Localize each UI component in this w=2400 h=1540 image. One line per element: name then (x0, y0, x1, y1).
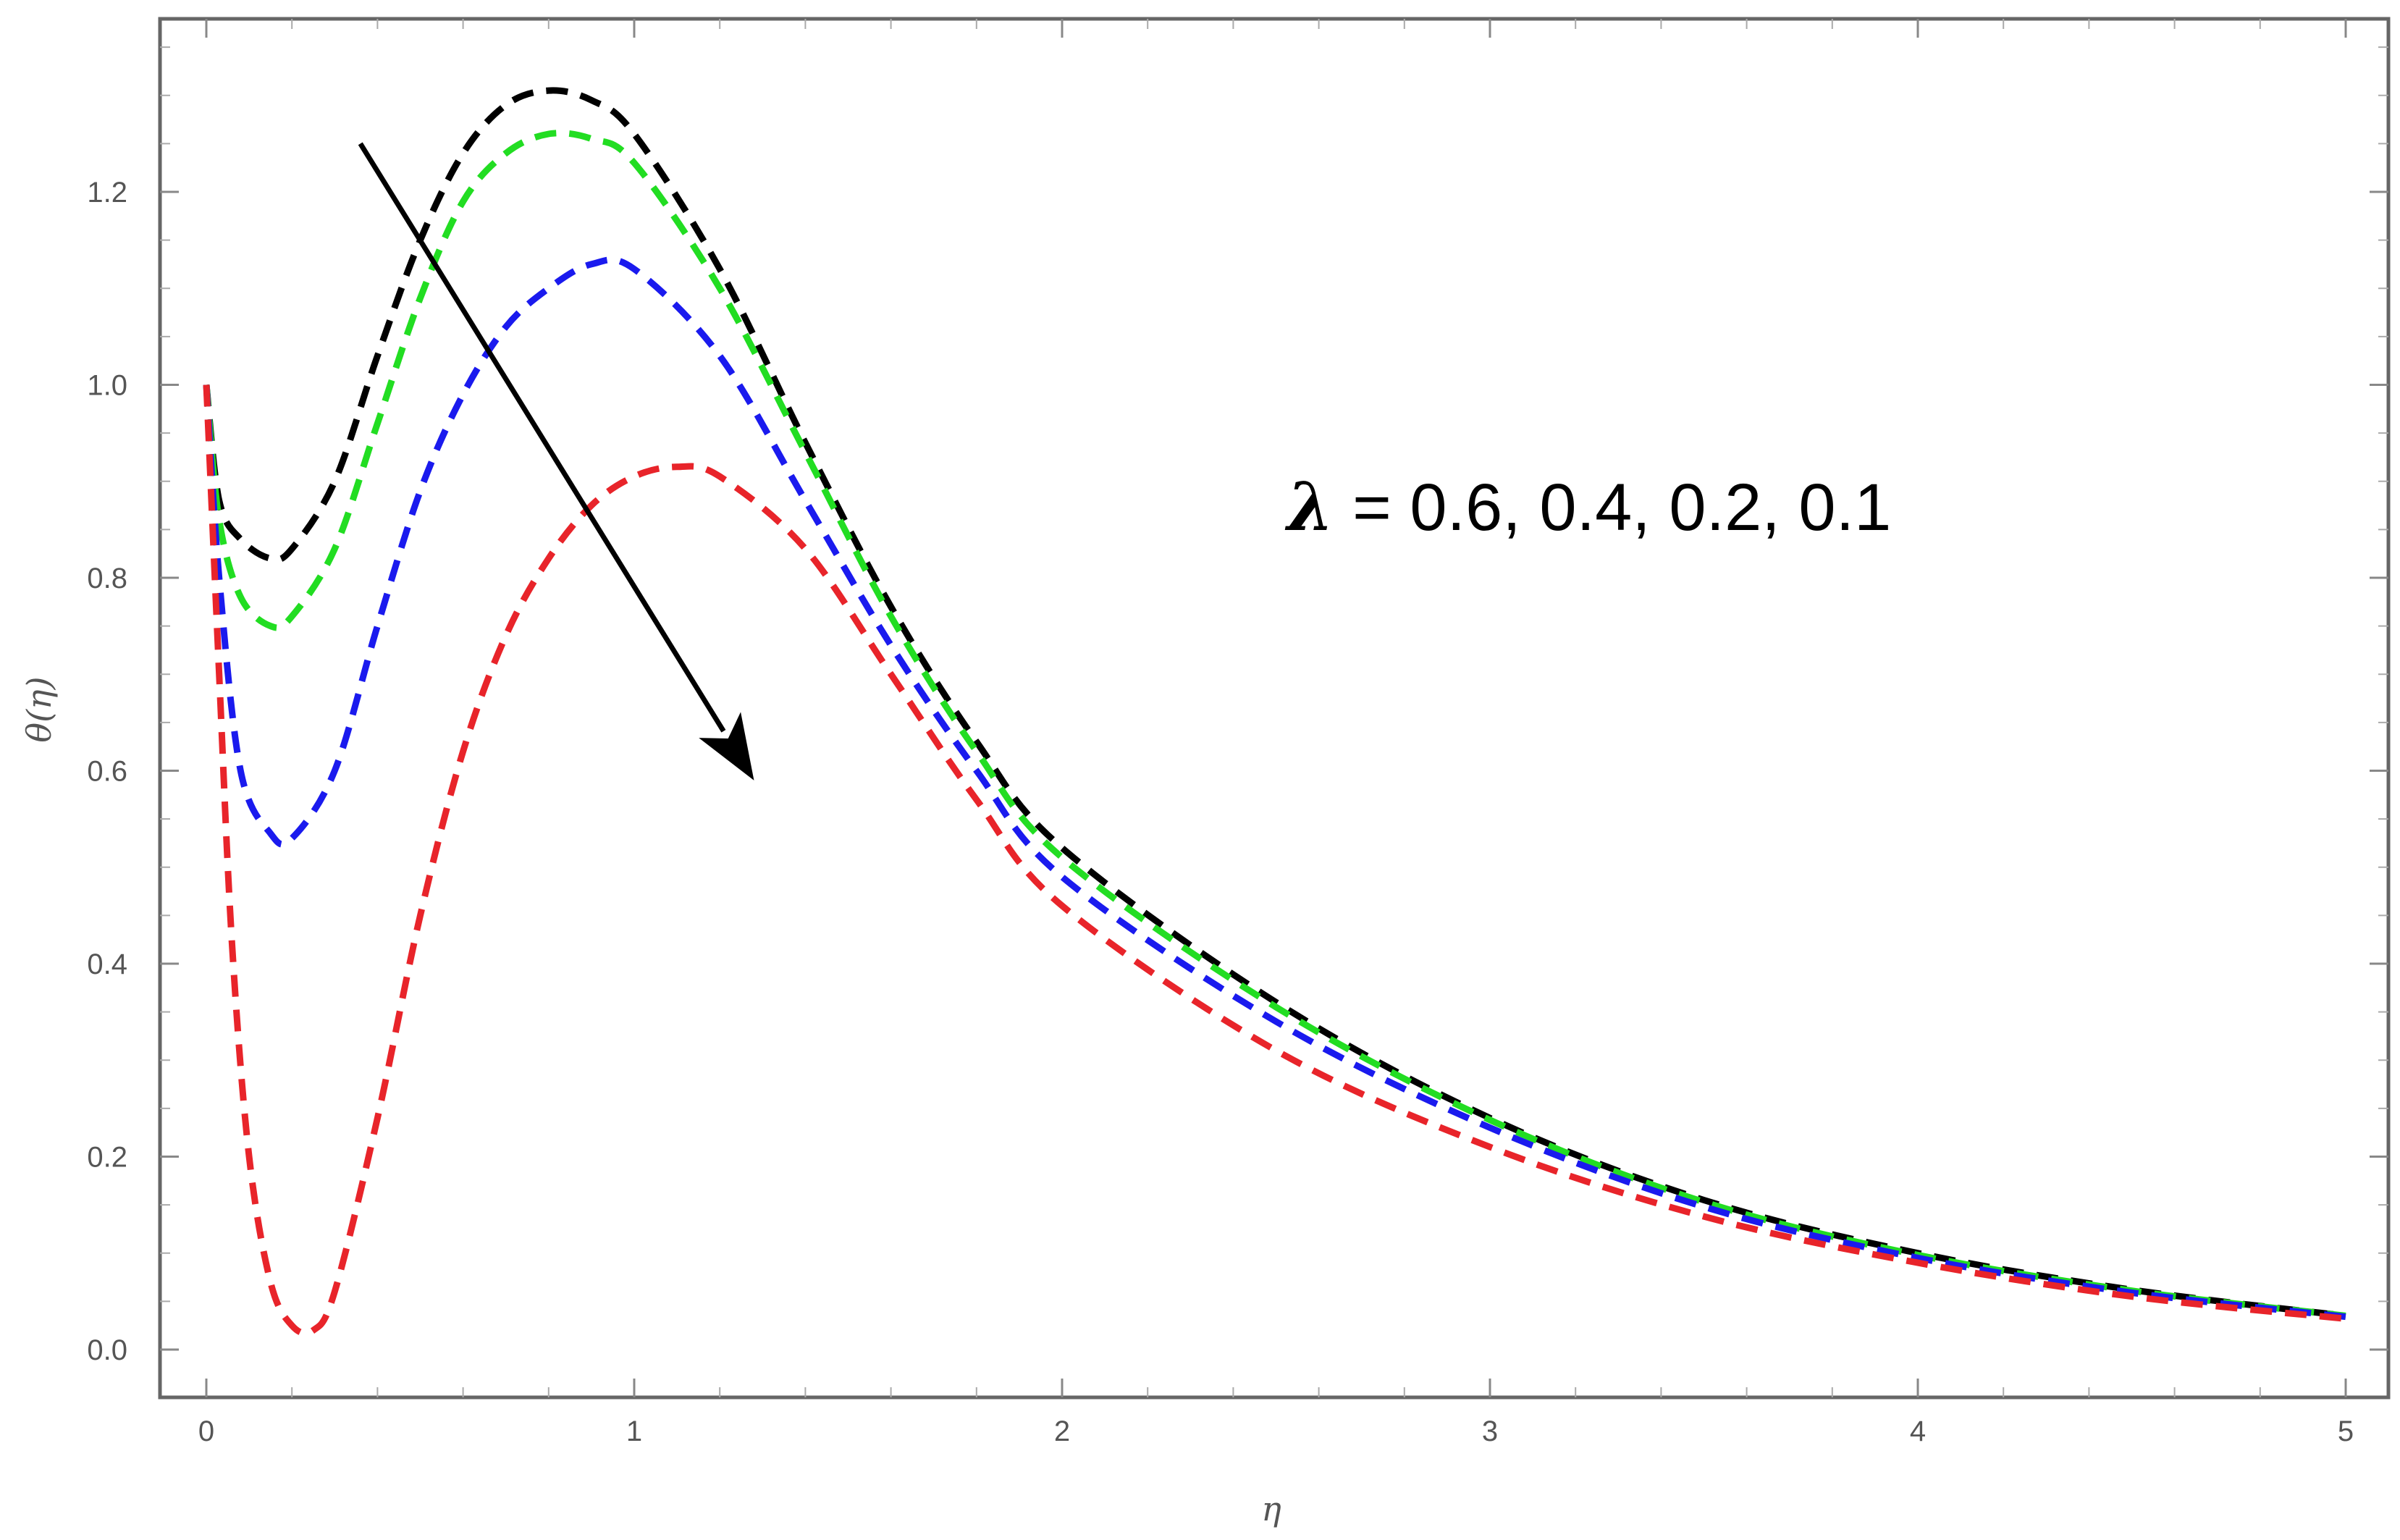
y-tick-label: 0.2 (87, 1142, 127, 1174)
arrow-shaft (358, 142, 726, 733)
x-tick-label: 2 (1054, 1415, 1070, 1447)
x-tick-label: 4 (1910, 1415, 1926, 1447)
lambda-annotation: λ = 0.6, 0.4, 0.2, 0.1 (1284, 468, 1891, 546)
y-tick-label: 0.0 (87, 1334, 127, 1366)
lambda-values: = 0.6, 0.4, 0.2, 0.1 (1334, 471, 1892, 544)
y-tick-label: 0.6 (87, 756, 127, 788)
y-tick-label: 1.2 (87, 177, 127, 209)
series-line-2 (203, 130, 2346, 1319)
x-tick-label: 5 (2338, 1415, 2354, 1447)
y-tick-label: 0.8 (87, 563, 127, 594)
plot-frame (158, 17, 2391, 1400)
x-tick-label: 3 (1482, 1415, 1498, 1447)
lambda-symbol: λ (1284, 468, 1334, 546)
y-tick-label: 0.4 (87, 948, 127, 980)
series-line-1 (203, 87, 2346, 1319)
x-tick-label: 0 (198, 1415, 214, 1447)
series-line-4 (203, 384, 2346, 1337)
axis-ticks: 0 1 2 3 4 5 0.0 0.2 0.4 0.6 0.8 1.0 1.2 (87, 19, 2388, 1447)
x-tick-label: 1 (626, 1415, 642, 1447)
series-group (203, 87, 2346, 1337)
series-line-3 (203, 256, 2346, 1321)
x-axis-title: η (1261, 1489, 1281, 1528)
arrow-head (699, 712, 754, 780)
y-axis-title: θ(η) (20, 676, 59, 742)
y-tick-label: 1.0 (87, 370, 127, 402)
trend-arrow (358, 142, 754, 780)
